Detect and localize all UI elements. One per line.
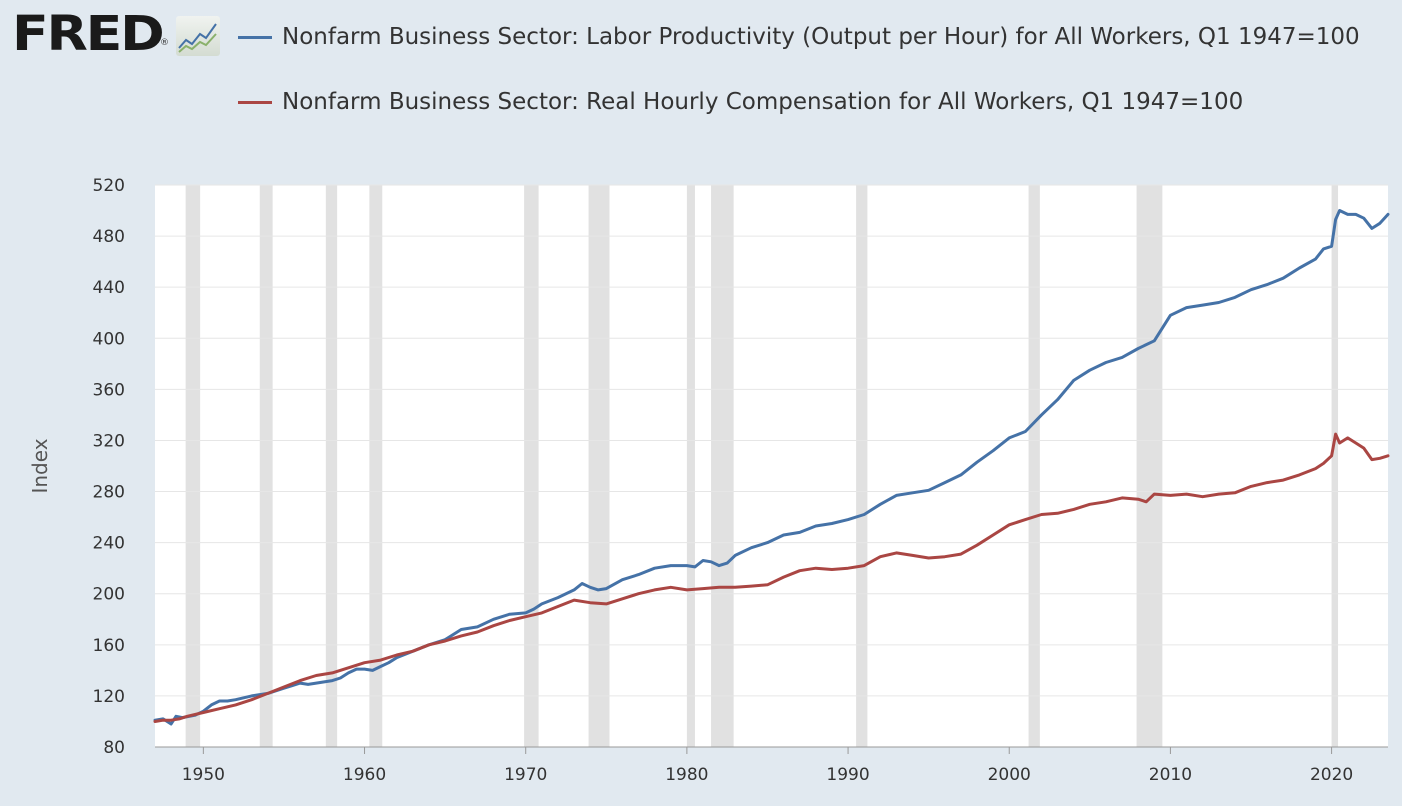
fred-logo[interactable]: FRED: [12, 10, 165, 70]
legend-swatch-productivity: [238, 35, 272, 39]
fred-logo-text: FRED: [12, 6, 165, 62]
y-tick-label-80: 80: [103, 738, 125, 758]
x-tick-label-1990: 1990: [826, 765, 869, 785]
line-chart-badge-icon: [176, 16, 220, 56]
recession-band-9: [1028, 185, 1040, 747]
y-axis-ticks: 80 120 160 200 240 280 320 360 400 440 480 520: [93, 176, 125, 758]
legend-item-productivity[interactable]: Nonfarm Business Sector: Labor Productiv…: [238, 20, 1360, 54]
y-tick-label-160: 160: [93, 636, 125, 656]
registered-mark: ®: [160, 38, 169, 48]
y-tick-label-280: 280: [93, 483, 125, 503]
recession-band-1: [259, 185, 273, 747]
x-tick-label-1960: 1960: [343, 765, 386, 785]
recession-bands: [185, 185, 1339, 747]
y-tick-label-360: 360: [93, 380, 125, 400]
x-axis-ticks: 1950 1960 1970 1980 1990 2000 2010 2020: [155, 746, 1388, 785]
legend-label-productivity: Nonfarm Business Sector: Labor Productiv…: [282, 24, 1360, 50]
recession-band-4: [524, 185, 539, 747]
compensation-series-line[interactable]: [153, 432, 1390, 723]
y-tick-label-320: 320: [93, 431, 125, 451]
plot-area: [155, 185, 1388, 747]
productivity-series-line[interactable]: [153, 209, 1390, 726]
y-tick-label-240: 240: [93, 534, 125, 554]
recession-band-6: [686, 185, 695, 747]
recession-band-5: [588, 185, 610, 747]
x-tick-label-2020: 2020: [1310, 765, 1353, 785]
recession-band-8: [856, 185, 868, 747]
y-tick-label-440: 440: [93, 278, 125, 298]
y-tick-label-400: 400: [93, 329, 125, 349]
x-tick-label-1970: 1970: [504, 765, 547, 785]
legend-label-compensation: Nonfarm Business Sector: Real Hourly Com…: [282, 89, 1244, 115]
series-lines: [153, 209, 1390, 726]
recession-band-0: [185, 185, 201, 747]
recession-band-2: [325, 185, 338, 747]
y-tick-label-480: 480: [93, 227, 125, 247]
y-tick-label-520: 520: [93, 176, 125, 196]
recession-band-7: [711, 185, 734, 747]
chart-legend: Nonfarm Business Sector: Labor Productiv…: [238, 20, 1360, 119]
x-tick-label-1950: 1950: [182, 765, 225, 785]
x-tick-label-1980: 1980: [665, 765, 708, 785]
y-tick-label-120: 120: [93, 687, 125, 707]
recession-band-3: [369, 185, 383, 747]
x-tick-label-2000: 2000: [988, 765, 1031, 785]
legend-item-compensation[interactable]: Nonfarm Business Sector: Real Hourly Com…: [238, 85, 1360, 119]
y-tick-label-200: 200: [93, 585, 125, 605]
recession-band-11: [1331, 185, 1339, 747]
x-tick-label-2010: 2010: [1149, 765, 1192, 785]
legend-swatch-compensation: [238, 100, 272, 104]
recession-band-10: [1136, 185, 1163, 747]
